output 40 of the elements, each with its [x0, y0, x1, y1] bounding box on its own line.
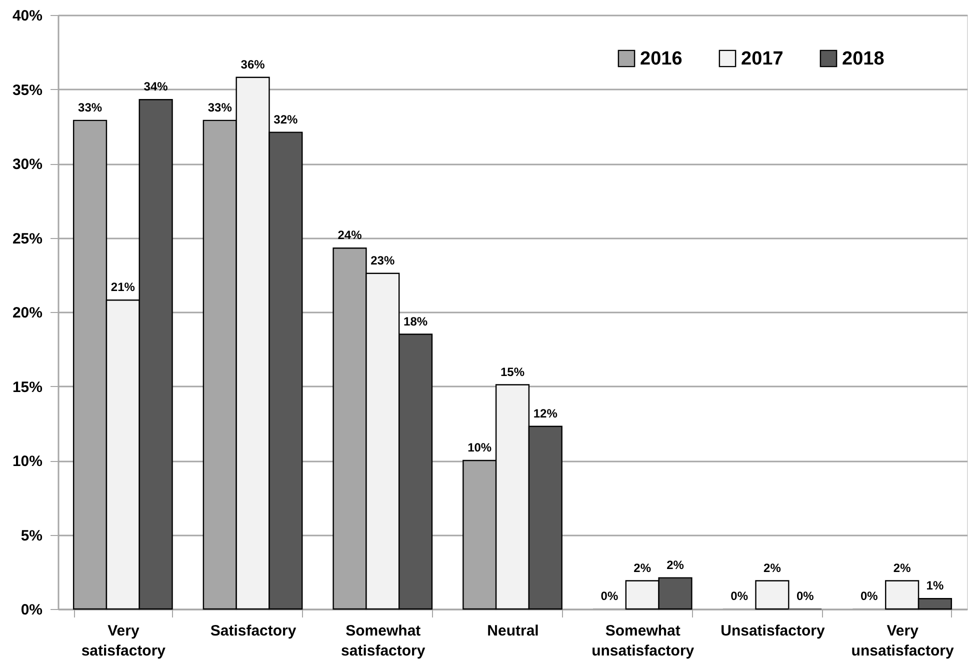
data-label: 2%	[764, 560, 782, 575]
data-label: 23%	[370, 253, 395, 268]
data-label: 2%	[666, 558, 684, 572]
data-label: 0%	[600, 589, 618, 603]
data-label: 10%	[468, 440, 492, 454]
data-label: 1%	[926, 578, 944, 593]
y-tick-label: 15%	[12, 378, 42, 396]
y-tick-label: 35%	[12, 82, 42, 99]
y-tick-label: 5%	[20, 527, 42, 544]
x-tick-label: Very unsatisfactory	[851, 622, 954, 660]
data-label: 15%	[500, 364, 525, 379]
data-label: 2%	[634, 560, 652, 575]
y-tick-label: 20%	[12, 304, 42, 322]
y-tick-label: 10%	[12, 453, 42, 470]
data-label: 2%	[893, 560, 912, 575]
legend-label: 2016	[640, 48, 682, 70]
data-label: 24%	[338, 228, 362, 242]
data-label: 12%	[533, 406, 558, 420]
y-tick-label: 25%	[12, 230, 42, 248]
data-label: 0%	[860, 589, 878, 603]
y-tick-label: 30%	[12, 156, 42, 173]
y-tick-label: 40%	[12, 8, 42, 24]
data-label: 0%	[730, 589, 748, 603]
data-label: 32%	[274, 112, 298, 126]
data-label: 33%	[78, 100, 102, 114]
data-label: 0%	[796, 589, 814, 603]
data-label: 34%	[144, 80, 168, 94]
x-tick-label: Somewhat satisfactory	[341, 622, 426, 660]
data-label: 33%	[208, 100, 232, 114]
x-tick-label: Satisfactory	[210, 622, 297, 640]
data-label: 36%	[240, 57, 266, 72]
legend-label: 2018	[842, 48, 884, 70]
data-label: 21%	[110, 280, 136, 294]
y-tick-label: 0%	[20, 602, 42, 618]
x-tick-label: Unsatisfactory	[720, 622, 826, 640]
x-tick-label: Very satisfactory	[81, 622, 166, 660]
data-label: 18%	[404, 314, 428, 328]
x-tick-label: Somewhat unsatisfactory	[592, 622, 695, 660]
legend-label: 2017	[741, 48, 784, 70]
x-tick-label: Neutral	[487, 622, 539, 640]
